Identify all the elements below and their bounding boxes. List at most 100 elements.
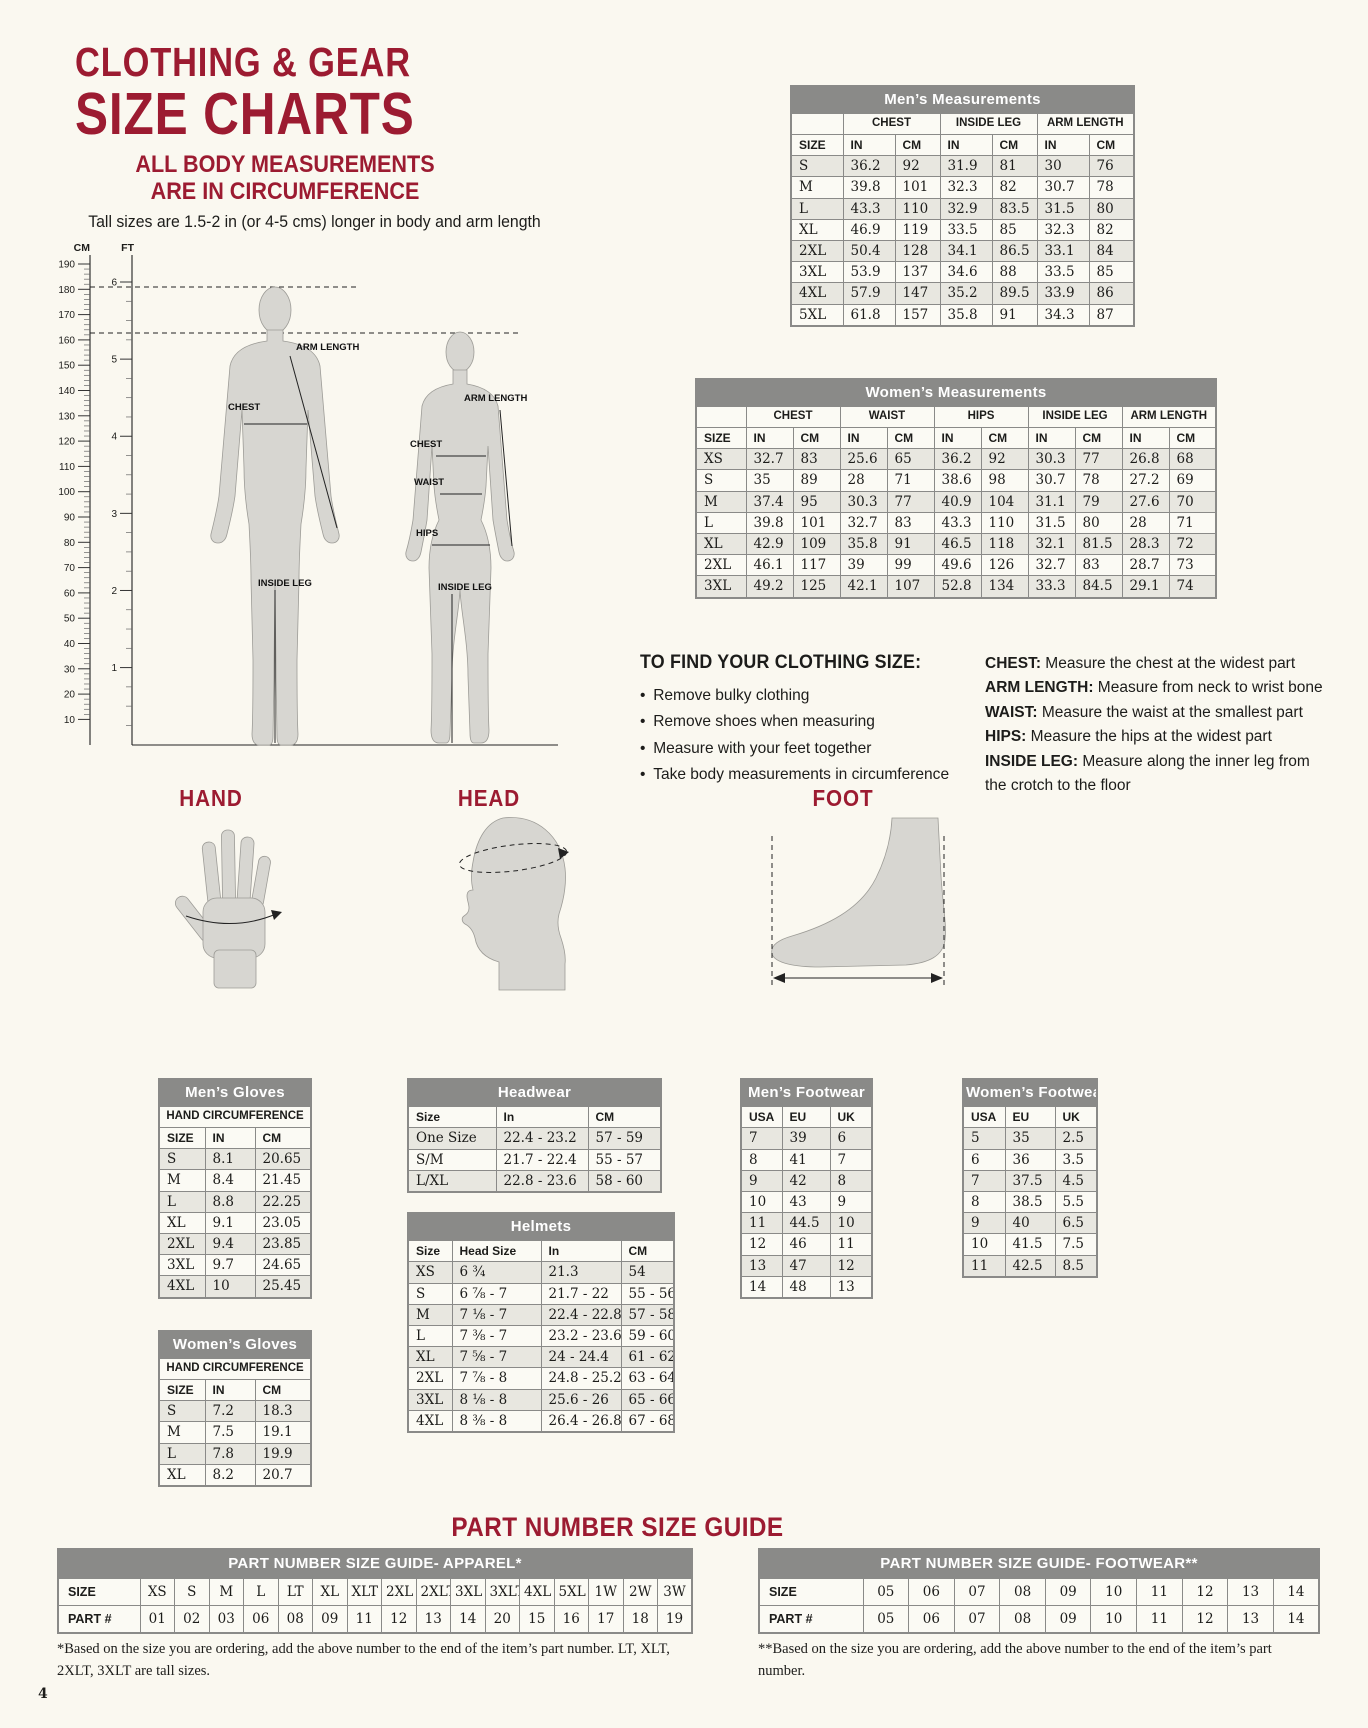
table-row: XS 32.7 83 25.6 65 36.2 92 30.3 77 26.8 68	[695, 448, 1217, 471]
ruler-tick-label: 150	[58, 361, 75, 372]
cell: 37.4	[745, 490, 794, 513]
ruler-tick-label: 180	[58, 285, 75, 296]
cell: 35.8	[839, 532, 888, 556]
table-row: 4XL 10 25.45	[158, 1275, 312, 1298]
table-title: Men’s Measurements	[790, 85, 1135, 114]
cell: 07	[953, 1577, 1001, 1607]
cell: 9	[829, 1190, 873, 1214]
cell: 85	[991, 218, 1038, 241]
cell: 70	[1168, 490, 1217, 513]
table-row: M 37.4 95 30.3 77 40.9 104 31.1 79 27.6 70	[695, 490, 1217, 513]
cell: 72	[1168, 532, 1217, 556]
cell: XL	[158, 1211, 206, 1234]
ruler-tick-label: 190	[58, 260, 75, 271]
male-chest-label: CHEST	[228, 402, 260, 413]
cell: 91	[886, 532, 935, 556]
definition-line: HIPS: Measure the hips at the widest par…	[985, 725, 1325, 749]
table-row: 8 38.5 5.5	[962, 1190, 1098, 1214]
cell: 22.4 - 23.2	[495, 1127, 589, 1150]
cell: M	[208, 1577, 244, 1607]
table-title: Women’s Gloves	[158, 1330, 312, 1359]
group-header	[695, 406, 747, 428]
table-row: 3XL 8 ⅛ - 8 25.6 - 26 65 - 66	[407, 1388, 675, 1411]
column-header: IN	[1027, 426, 1076, 450]
cell: 03	[208, 1605, 244, 1634]
cell: 71	[886, 469, 935, 492]
cell: 39	[839, 554, 888, 577]
cell: 20.7	[254, 1463, 312, 1487]
cell: 31.1	[1027, 490, 1076, 513]
cell: 4XL	[519, 1577, 555, 1607]
table-row: L/XL 22.8 - 23.6 58 - 60	[407, 1169, 662, 1193]
table-row: 6 36 3.5	[962, 1148, 1098, 1171]
cell: S	[174, 1577, 210, 1607]
table-title: Men’s Gloves	[158, 1078, 312, 1107]
column-header: USA	[962, 1105, 1006, 1129]
cell: 88	[991, 261, 1038, 284]
cell: 33.9	[1036, 282, 1090, 305]
ruler-tick-label: 3	[111, 509, 117, 520]
cell: 11	[346, 1605, 382, 1634]
cell: 7.5	[1054, 1233, 1098, 1256]
cell: 57 - 58	[620, 1303, 675, 1326]
cell: 3XL	[407, 1388, 453, 1411]
cell: 7 ⅛ - 7	[451, 1303, 542, 1326]
column-header: UK	[829, 1105, 873, 1129]
cell: 39.8	[745, 511, 794, 534]
table-row: 2XL 9.4 23.85	[158, 1232, 312, 1256]
measurement-definitions: CHEST: Measure the chest at the widest p…	[985, 652, 1325, 799]
cell: L/XL	[407, 1169, 497, 1193]
instruction-bullet: Take body measurements in circumference	[640, 762, 970, 788]
cell: 63 - 64	[620, 1367, 675, 1390]
cell: PART #	[57, 1605, 141, 1634]
column-header: CM	[1088, 133, 1135, 157]
cell: 55 - 57	[587, 1148, 662, 1171]
cell: 17	[588, 1605, 624, 1634]
cell: 78	[1074, 469, 1123, 492]
column-header: USA	[740, 1105, 783, 1129]
cell: 32.9	[939, 197, 993, 220]
cell: 69	[1168, 469, 1217, 492]
cell: 118	[980, 532, 1029, 556]
cell: 107	[886, 575, 935, 598]
cell: 40	[1004, 1212, 1056, 1235]
cell: 01	[139, 1605, 175, 1634]
cell: 52.8	[933, 575, 982, 598]
cell: 1W	[588, 1577, 624, 1607]
cell: 33.1	[1036, 239, 1090, 263]
cell: 31.9	[939, 155, 993, 178]
cell: 83	[792, 448, 841, 471]
cell: 11	[1136, 1605, 1183, 1634]
cell: 13	[740, 1254, 783, 1277]
cell: 06	[908, 1605, 955, 1634]
cell: 30.3	[1027, 448, 1076, 471]
cell: 7	[962, 1169, 1006, 1192]
definition-text: Measure the chest at the widest part	[1045, 655, 1296, 672]
cell: 80	[1074, 511, 1123, 534]
cell: 09	[312, 1605, 348, 1634]
cell: 89	[792, 469, 841, 492]
definition-term: WAIST:	[985, 703, 1042, 721]
table-row: 11 44.5 10	[740, 1212, 873, 1235]
table-row: 3XL 9.7 24.65	[158, 1254, 312, 1277]
cell: 7.8	[204, 1442, 256, 1465]
cell: 65 - 66	[620, 1388, 675, 1411]
cell: 33.5	[1036, 261, 1090, 284]
foot-illustration	[771, 817, 946, 988]
column-header: In	[540, 1239, 622, 1263]
definition-text: Measure along the inner leg from the cro…	[985, 752, 1310, 795]
cell: 32.7	[1027, 554, 1076, 577]
cell: 32.3	[939, 176, 993, 199]
column-header: IN	[745, 426, 794, 450]
ruler-tick-label: 80	[64, 538, 76, 549]
mens-gloves-table: Men’s Gloves HAND CIRCUMFERENCE SIZE IN CM S 8…	[158, 1078, 312, 1299]
ruler-tick-label: 120	[58, 437, 75, 448]
hand-illustration	[174, 829, 282, 989]
cell: 8.5	[1054, 1254, 1098, 1278]
cell: 11	[829, 1233, 873, 1256]
column-header: IN	[933, 426, 982, 450]
table-title: PART NUMBER SIZE GUIDE- FOOTWEAR**	[758, 1548, 1320, 1579]
womens-measurements-table: Women’s Measurements CHEST WAIST HIPS INSIDE…	[695, 378, 1218, 599]
cell: 77	[1074, 448, 1123, 471]
